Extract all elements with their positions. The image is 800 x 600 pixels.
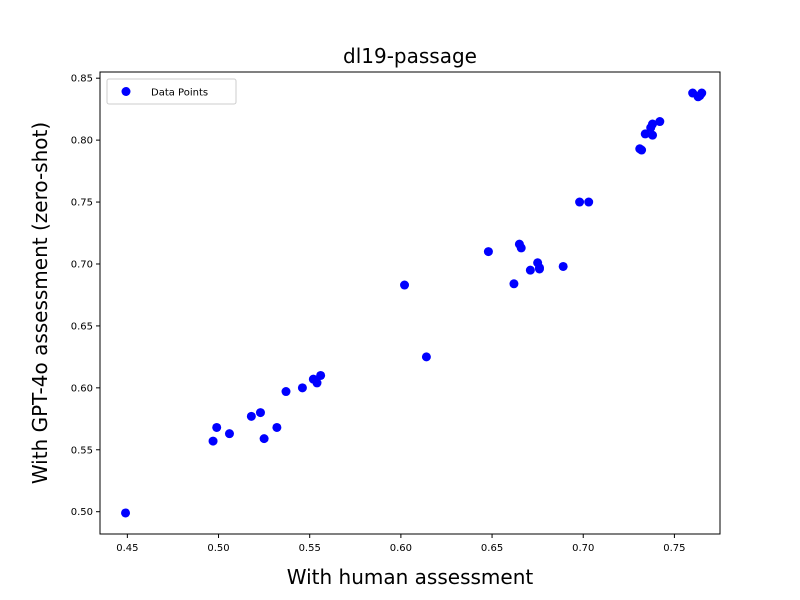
y-tick-label: 0.55 [71, 445, 93, 456]
data-point [212, 422, 222, 432]
y-axis-title: With GPT-4o assessment (zero-shot) [28, 122, 52, 484]
x-tick-label: 0.65 [481, 543, 503, 554]
y-tick-label: 0.75 [71, 198, 93, 209]
data-point [648, 130, 658, 140]
data-point [637, 145, 647, 155]
x-tick-label: 0.55 [299, 543, 321, 554]
legend-box [106, 78, 237, 105]
data-point [648, 119, 658, 129]
x-tick-label: 0.75 [663, 543, 685, 554]
y-tick-label: 0.65 [71, 321, 93, 332]
y-tick-label: 0.80 [71, 136, 93, 147]
legend: Data Points [106, 78, 237, 105]
data-point [272, 422, 282, 432]
data-point [483, 247, 493, 257]
y-tick-label: 0.85 [71, 74, 93, 85]
data-point [400, 280, 410, 290]
data-point [259, 434, 269, 444]
data-point [297, 383, 307, 393]
y-tick-label: 0.50 [71, 507, 93, 518]
data-point [281, 387, 291, 397]
plot-frame [99, 71, 721, 535]
data-point [697, 88, 707, 98]
data-point [316, 370, 326, 380]
legend-label: Data Points [151, 88, 208, 99]
y-tick-label: 0.70 [71, 259, 93, 270]
data-point [534, 263, 544, 273]
data-point [509, 279, 519, 289]
data-point [640, 129, 650, 139]
data-point [558, 261, 568, 271]
data-point [208, 436, 218, 446]
data-point [525, 265, 535, 275]
data-point [246, 411, 256, 421]
y-axis: 0.50 0.55 0.60 0.65 0.70 0.75 0.80 0.85 [71, 74, 100, 518]
x-axis: 0.45 0.50 0.55 0.60 0.65 0.70 0.75 [116, 534, 686, 554]
data-point [516, 243, 526, 253]
y-tick-label: 0.60 [71, 383, 93, 394]
chart-title: dl19-passage [343, 44, 477, 68]
x-tick-label: 0.70 [572, 543, 594, 554]
x-tick-label: 0.45 [116, 543, 138, 554]
data-point [121, 508, 131, 518]
plot-area [99, 71, 721, 535]
data-point [575, 197, 585, 207]
data-point [312, 378, 322, 388]
data-point [224, 429, 234, 439]
data-points [121, 88, 707, 518]
data-point [255, 408, 265, 418]
x-tick-label: 0.60 [390, 543, 412, 554]
x-tick-label: 0.50 [207, 543, 229, 554]
data-point [584, 197, 594, 207]
data-point [655, 117, 665, 127]
legend-marker [121, 87, 131, 96]
data-point [421, 352, 431, 362]
x-axis-title: With human assessment [287, 565, 534, 589]
